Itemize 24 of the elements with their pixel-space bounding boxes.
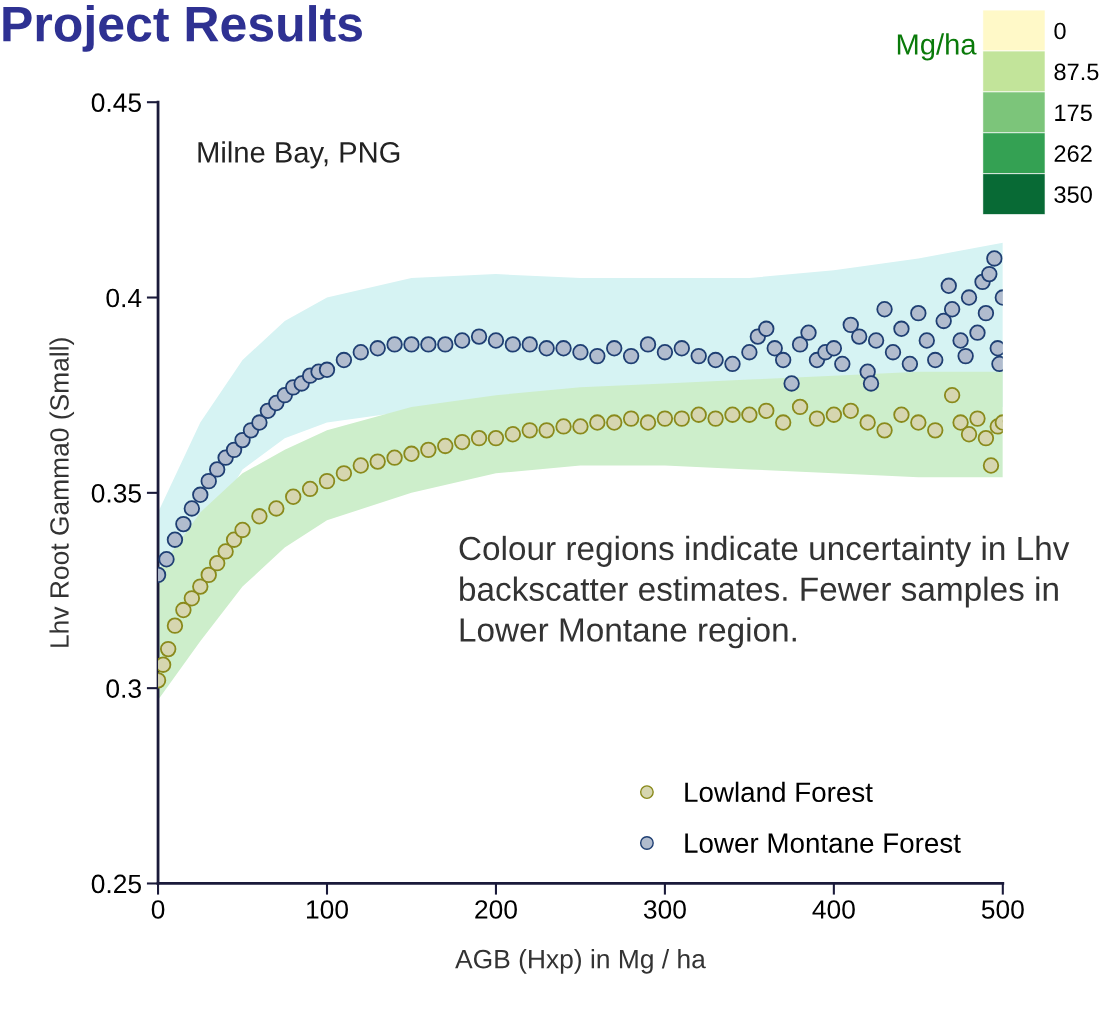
chart-title: Project Results xyxy=(3,5,362,52)
y-tick-label: 87.5 xyxy=(1054,63,1099,81)
color-bar-title: Mg/ha xyxy=(897,33,977,61)
x-tick-label: 300 xyxy=(643,900,686,919)
x-tick-label: 100 xyxy=(307,900,348,919)
y-tick-label: 350 xyxy=(1054,186,1092,203)
y-tick-label: 0.45 xyxy=(91,93,141,113)
y-tick-label: 0 xyxy=(1054,22,1066,40)
y-axis-title: Lhv Root Gamma0 (Small) xyxy=(49,338,75,647)
y-tick-label: 0.4 xyxy=(106,288,142,308)
y-tick-label: 175 xyxy=(1055,104,1092,122)
annotation: Colour regions indicate uncertainty in Lhv backscatter estimates. Fewer samples in Lower Montane region. xyxy=(459,535,1070,649)
x-tick-label: 200 xyxy=(475,900,517,919)
x-tick-label: 400 xyxy=(812,900,855,919)
y-tick-label: 0.25 xyxy=(91,874,141,894)
legend-label: Lowland Forest xyxy=(685,781,873,803)
y-tick-label: 0.35 xyxy=(91,483,141,503)
y-tick-label: 0.3 xyxy=(106,679,141,698)
annotation: Milne Bay, PNG xyxy=(198,141,400,169)
x-tick-label: 500 xyxy=(981,900,1024,919)
x-tick-label: 0 xyxy=(151,900,165,919)
x-axis-title: AGB (Hxp) in Mg / ha xyxy=(455,949,706,974)
y-tick-label: 262 xyxy=(1054,145,1092,162)
legend-label: Lower Montane Forest xyxy=(685,833,961,853)
